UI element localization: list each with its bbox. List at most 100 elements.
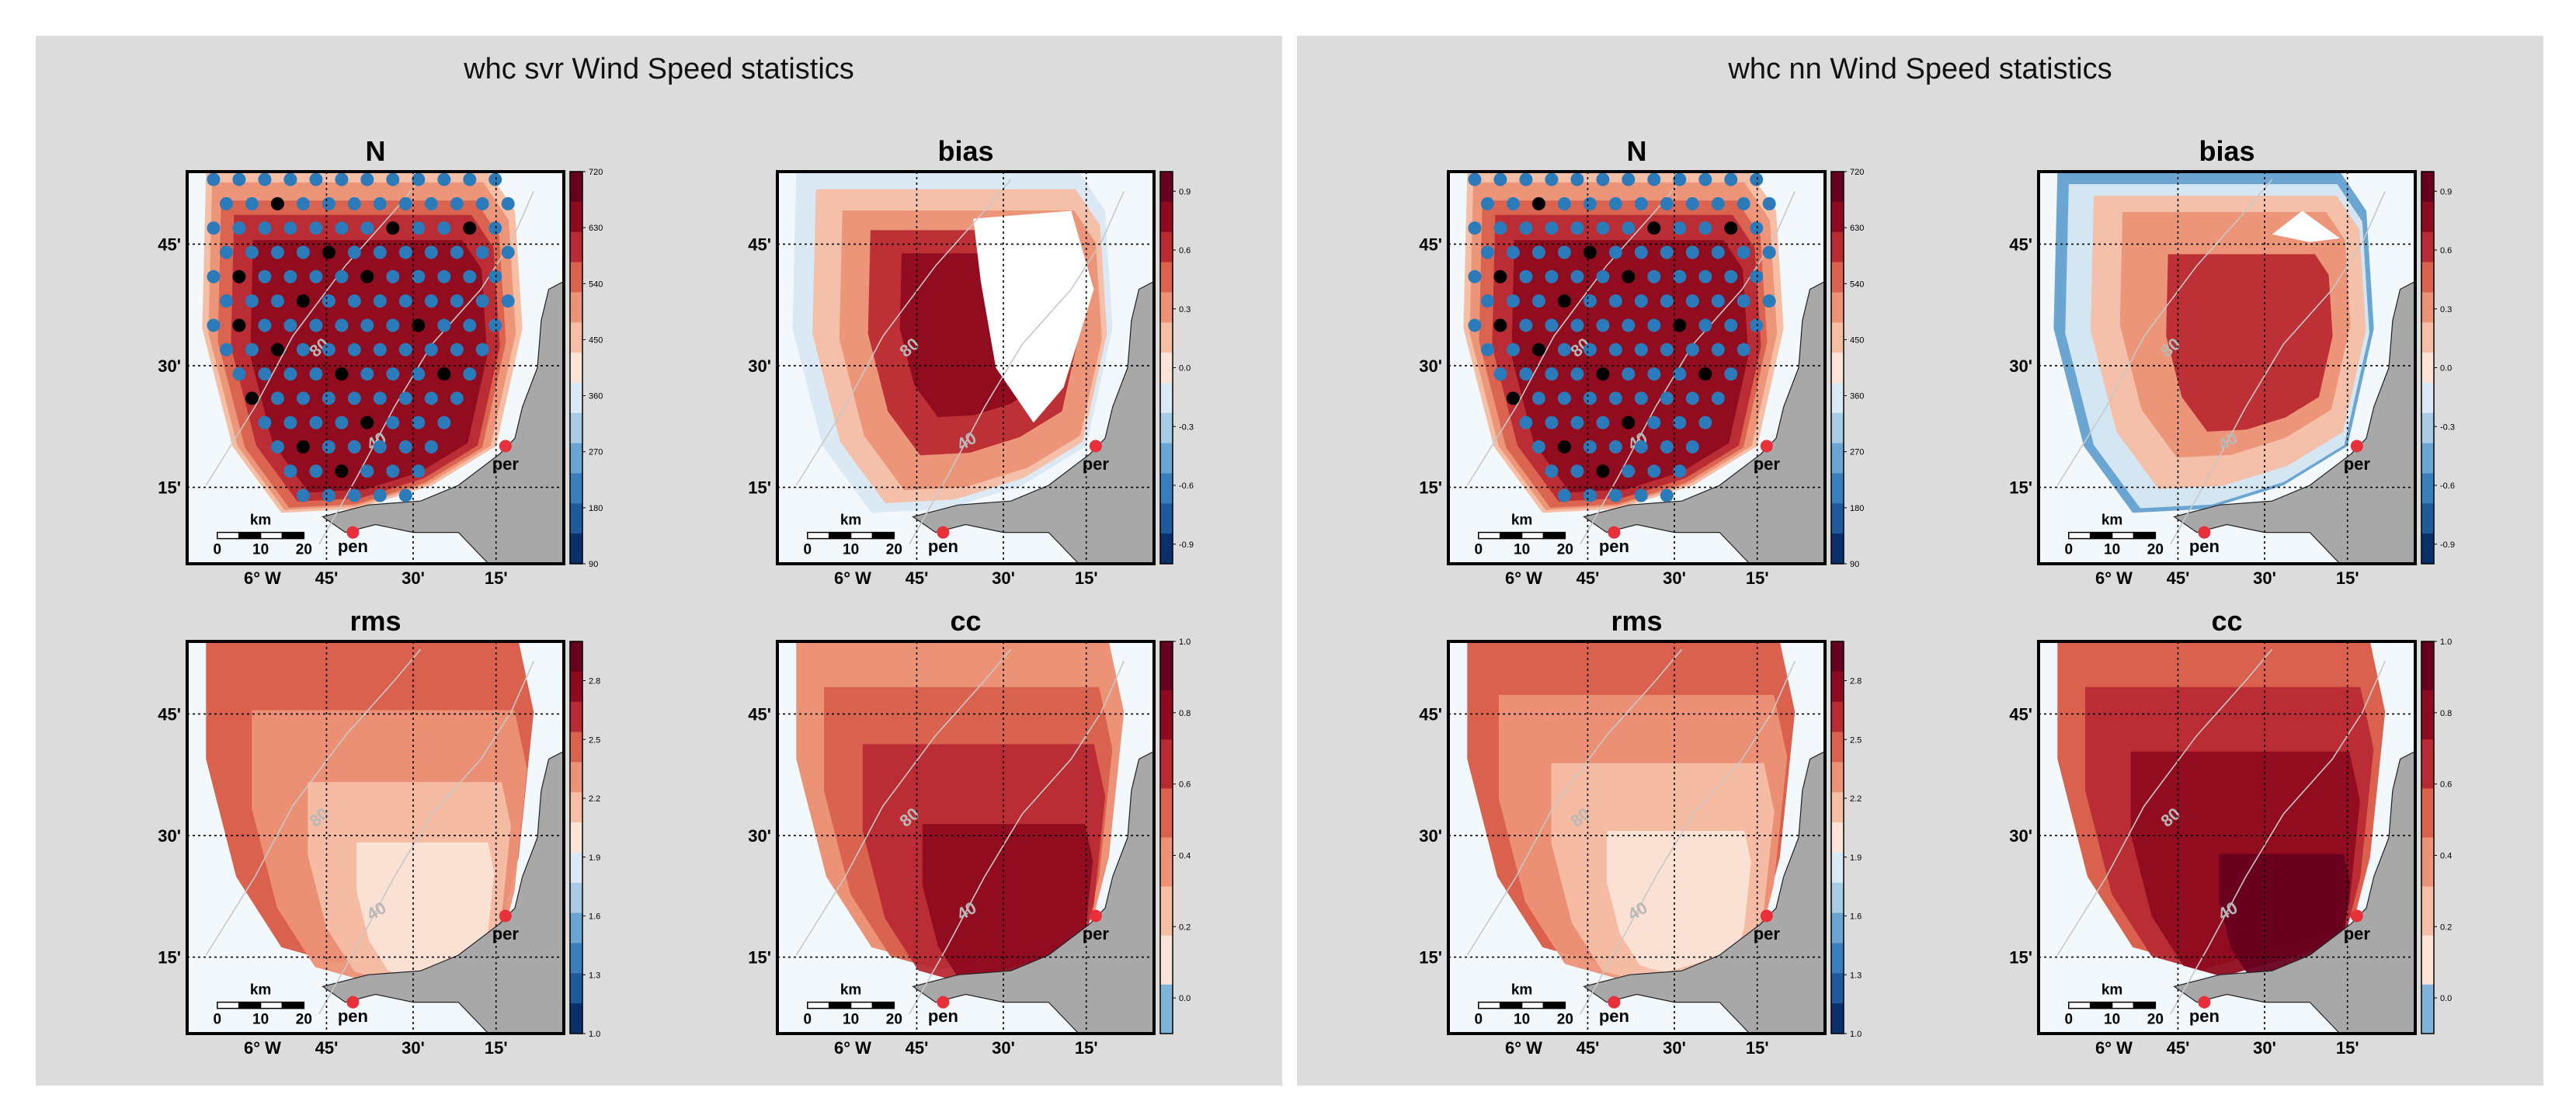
scalebar-tick: 0: [804, 542, 812, 558]
station-point: [437, 172, 451, 186]
colorbar-segment: [570, 671, 582, 703]
colorbar-tick-label: 180: [1850, 504, 1864, 513]
colorbar-tick-label: -0.3: [1179, 422, 1194, 432]
station-point: [1557, 342, 1571, 356]
place-label-pen: pen: [1599, 537, 1629, 556]
colorbar-segment: [1160, 473, 1173, 504]
scalebar-segment: [259, 1001, 283, 1009]
station-point: [360, 367, 374, 381]
scalebar-segment: [2068, 1001, 2091, 1009]
station-point: [412, 221, 426, 235]
colorbar-segment: [570, 973, 582, 1004]
station-point: [258, 269, 272, 283]
station-point: [322, 488, 335, 502]
map-frame: [776, 640, 1156, 1035]
station-point-highlight: [1531, 342, 1545, 356]
station-point: [1698, 415, 1712, 429]
station-point: [347, 391, 361, 405]
place-marker-per: [499, 440, 512, 453]
colorbar-segment: [2421, 412, 2434, 444]
colorbar-tick-label: 1.0: [1850, 1030, 1862, 1039]
place-marker-per: [499, 909, 512, 923]
station-point: [335, 415, 349, 429]
place-label-per: per: [2344, 454, 2371, 474]
colorbar-segment: [1831, 533, 1844, 565]
station-point: [1634, 440, 1648, 453]
colorbar-segment: [1160, 837, 1173, 888]
station-point: [347, 294, 361, 308]
colorbar-segment: [1831, 822, 1844, 853]
colorbar-segment: [570, 473, 582, 504]
colorbar-segment: [2421, 382, 2434, 414]
station-point: [373, 488, 387, 502]
station-point-highlight: [1506, 391, 1520, 405]
station-point: [1660, 440, 1674, 453]
station-point: [424, 196, 438, 210]
colorbar-segment: [2421, 641, 2434, 691]
station-point: [412, 172, 426, 186]
colorbar-segment: [1160, 262, 1173, 293]
station-point: [386, 367, 400, 381]
scalebar-tick: 20: [886, 1012, 902, 1028]
station-point: [475, 245, 489, 259]
station-point: [373, 294, 387, 308]
colorbar-tick-label: 1.0: [589, 1030, 600, 1039]
station-point: [360, 172, 374, 186]
subplot-title: rms: [349, 605, 401, 637]
station-point: [386, 464, 400, 478]
station-point: [283, 221, 297, 235]
land-mass: [2173, 750, 2415, 1034]
colorbar-tick-label: 720: [1850, 168, 1864, 177]
lat-tick-label: 30': [748, 826, 771, 846]
station-point: [1608, 294, 1622, 308]
station-point: [1506, 196, 1520, 210]
colorbar-segment: [1160, 231, 1173, 263]
station-point: [1506, 245, 1520, 259]
station-point-highlight: [463, 221, 477, 235]
colorbar-tick-label: 0.8: [2440, 709, 2452, 718]
colorbar-tick-label: 360: [589, 392, 603, 401]
depth-contour: [205, 179, 422, 486]
station-point: [450, 294, 464, 308]
colorbar-tick-label: 2.2: [1850, 794, 1862, 804]
lon-tick-label: 30': [1663, 1038, 1686, 1058]
station-point: [270, 294, 284, 308]
station-point: [1647, 367, 1661, 381]
colorbar-segment: [570, 912, 582, 943]
colorbar-segment: [1160, 641, 1173, 691]
lat-tick-label: 15': [2009, 948, 2032, 968]
colorbar-tick-label: 2.8: [1850, 677, 1862, 686]
station-point: [1762, 196, 1776, 210]
station-point-highlight: [232, 318, 246, 332]
station-point: [501, 294, 515, 308]
land-mass: [912, 280, 1154, 564]
scalebar-segment: [807, 1001, 830, 1009]
station-point: [1711, 245, 1725, 259]
station-point-highlight: [1583, 245, 1597, 259]
colorbar-segment: [570, 412, 582, 444]
station-point: [1545, 318, 1559, 332]
station-point: [335, 318, 349, 332]
station-point: [258, 318, 272, 332]
station-point: [1647, 464, 1661, 478]
station-point: [1583, 196, 1597, 210]
station-point: [412, 464, 426, 478]
scalebar-tick: 10: [252, 1012, 269, 1028]
colorbar-tick-label: 270: [589, 448, 603, 457]
colorbar-segment: [1160, 412, 1173, 444]
station-point: [1647, 318, 1661, 332]
station-point: [1724, 269, 1738, 283]
station-point: [232, 221, 246, 235]
station-point: [398, 440, 412, 453]
depth-contour: [1466, 179, 1683, 486]
station-point: [450, 245, 464, 259]
scalebar-title: km: [840, 982, 861, 999]
place-marker-pen: [1608, 996, 1621, 1009]
station-point: [232, 367, 246, 381]
colorbar-tick-label: 450: [589, 335, 603, 345]
station-point: [1622, 367, 1636, 381]
map-frame: [776, 170, 1156, 565]
lat-tick-label: 45': [2009, 704, 2032, 724]
